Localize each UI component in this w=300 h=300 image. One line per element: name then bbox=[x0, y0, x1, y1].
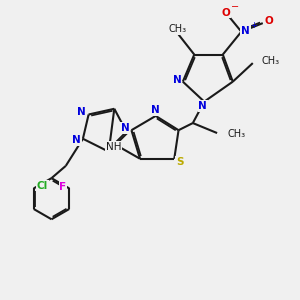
Text: O: O bbox=[264, 16, 273, 26]
Text: N: N bbox=[77, 106, 86, 117]
Text: N: N bbox=[151, 105, 160, 115]
Text: F: F bbox=[59, 182, 67, 192]
Text: CH₃: CH₃ bbox=[261, 56, 280, 66]
Text: N: N bbox=[72, 135, 81, 145]
Text: N: N bbox=[173, 75, 182, 85]
Text: Cl: Cl bbox=[37, 181, 48, 191]
Text: O: O bbox=[222, 8, 231, 18]
Text: N: N bbox=[198, 101, 207, 111]
Text: N: N bbox=[121, 123, 130, 133]
Text: CH₃: CH₃ bbox=[168, 24, 186, 34]
Text: −: − bbox=[231, 2, 239, 12]
Text: S: S bbox=[176, 157, 184, 167]
Text: N: N bbox=[241, 26, 250, 36]
Text: NH: NH bbox=[106, 142, 121, 152]
Text: +: + bbox=[250, 21, 257, 30]
Text: CH₃: CH₃ bbox=[227, 130, 245, 140]
